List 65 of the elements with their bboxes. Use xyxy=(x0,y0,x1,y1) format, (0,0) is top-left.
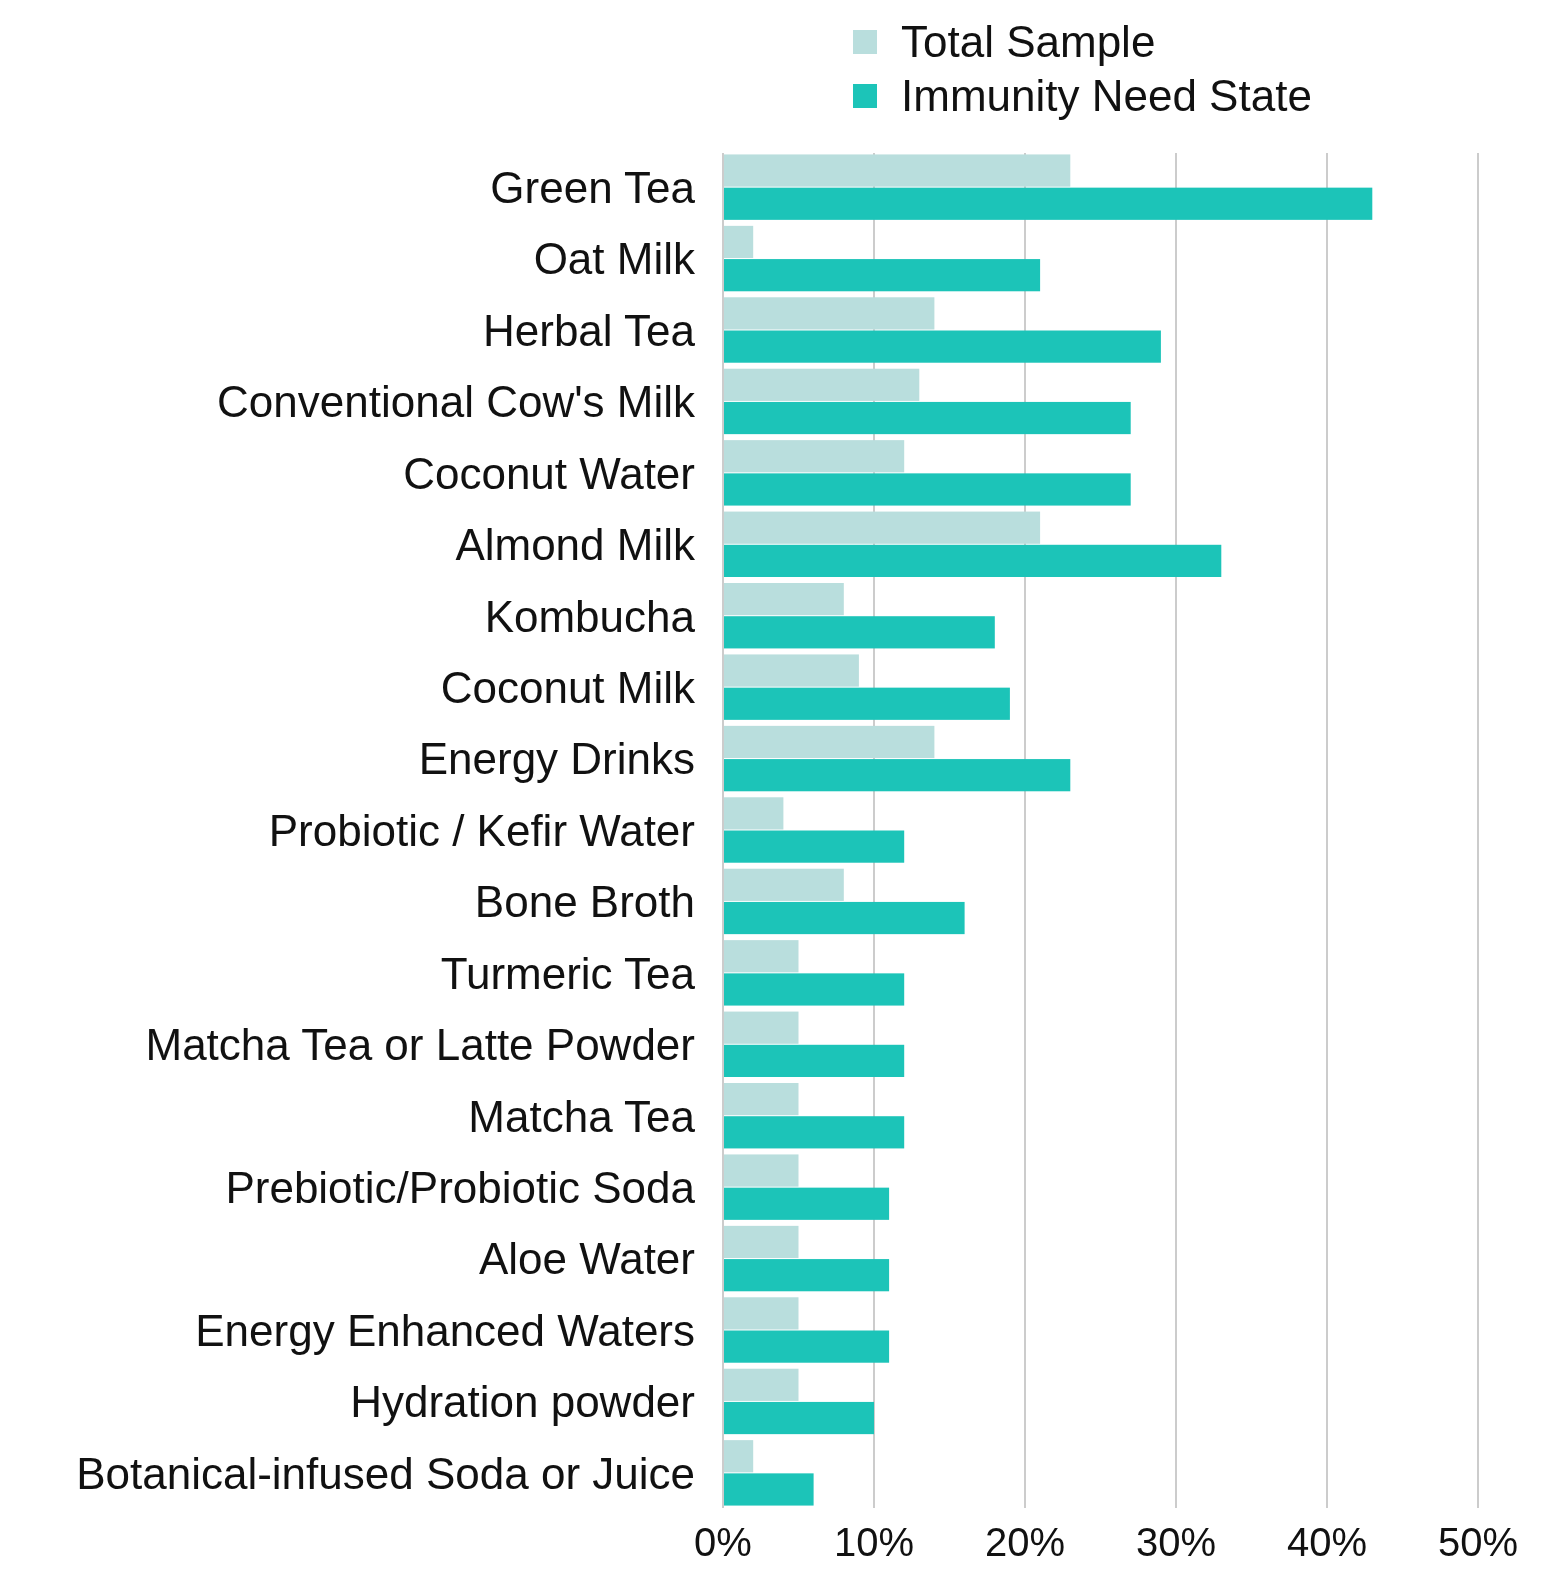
y-tick-label: Turmeric Tea xyxy=(440,948,696,998)
bar xyxy=(723,297,935,330)
bar xyxy=(723,1368,799,1401)
y-tick-label: Matcha Tea xyxy=(468,1091,696,1141)
bar xyxy=(723,368,920,401)
bar xyxy=(723,225,754,259)
bar xyxy=(723,687,1010,720)
bar xyxy=(723,1473,814,1506)
y-tick-label: Oat Milk xyxy=(533,234,696,284)
bar xyxy=(723,544,1222,577)
bar xyxy=(723,401,1131,435)
bar xyxy=(723,1440,754,1473)
x-tick-label: 10% xyxy=(833,1520,915,1564)
bar xyxy=(723,1116,905,1149)
bar xyxy=(723,868,844,901)
y-tick-label: Probiotic / Kefir Water xyxy=(268,805,695,855)
bar xyxy=(723,725,935,759)
y-tick-label: Almond Milk xyxy=(455,520,696,570)
bar xyxy=(723,1044,905,1077)
y-tick-label: Kombucha xyxy=(484,591,696,641)
y-tick-label: Energy Enhanced Waters xyxy=(195,1305,695,1355)
legend-label: Immunity Need State xyxy=(901,71,1312,121)
x-tick-label: 0% xyxy=(694,1520,752,1564)
bar xyxy=(723,1259,890,1292)
x-tick-label: 20% xyxy=(984,1520,1066,1564)
bar xyxy=(723,1083,799,1116)
bar xyxy=(723,259,1041,292)
y-tick-label: Conventional Cow's Milk xyxy=(217,377,696,427)
bar xyxy=(723,830,905,863)
bar xyxy=(723,797,784,830)
y-tick-label: Matcha Tea or Latte Powder xyxy=(145,1020,695,1070)
x-tick-label: 30% xyxy=(1135,1520,1217,1564)
bar xyxy=(723,1187,890,1220)
y-tick-label: Herbal Tea xyxy=(483,305,696,355)
bar xyxy=(723,330,1161,363)
bar xyxy=(723,1401,874,1435)
bar xyxy=(723,901,965,935)
bar xyxy=(723,1154,799,1187)
y-tick-label: Aloe Water xyxy=(478,1234,695,1284)
bar xyxy=(723,1330,890,1363)
bar xyxy=(723,654,859,687)
y-tick-label: Coconut Milk xyxy=(440,663,696,713)
bar xyxy=(723,187,1373,220)
y-tick-label: Coconut Water xyxy=(403,448,695,498)
y-tick-label: Green Tea xyxy=(490,163,696,213)
bar xyxy=(723,1011,799,1044)
bar xyxy=(723,616,995,649)
bar xyxy=(723,1297,799,1330)
bar xyxy=(723,940,799,973)
bar xyxy=(723,511,1041,544)
bar xyxy=(723,583,844,616)
bar xyxy=(723,973,905,1006)
y-tick-label: Hydration powder xyxy=(350,1377,695,1427)
bar xyxy=(723,440,905,473)
bar xyxy=(723,759,1071,792)
bar xyxy=(723,1225,799,1259)
bar xyxy=(723,473,1131,506)
y-tick-label: Botanical-infused Soda or Juice xyxy=(76,1448,695,1498)
x-tick-label: 50% xyxy=(1437,1520,1519,1564)
x-tick-label: 40% xyxy=(1286,1520,1368,1564)
y-tick-label: Prebiotic/Probiotic Soda xyxy=(225,1163,696,1213)
legend-label: Total Sample xyxy=(901,17,1156,67)
y-tick-label: Bone Broth xyxy=(474,877,695,927)
y-tick-label: Energy Drinks xyxy=(418,734,695,784)
bar xyxy=(723,154,1071,187)
